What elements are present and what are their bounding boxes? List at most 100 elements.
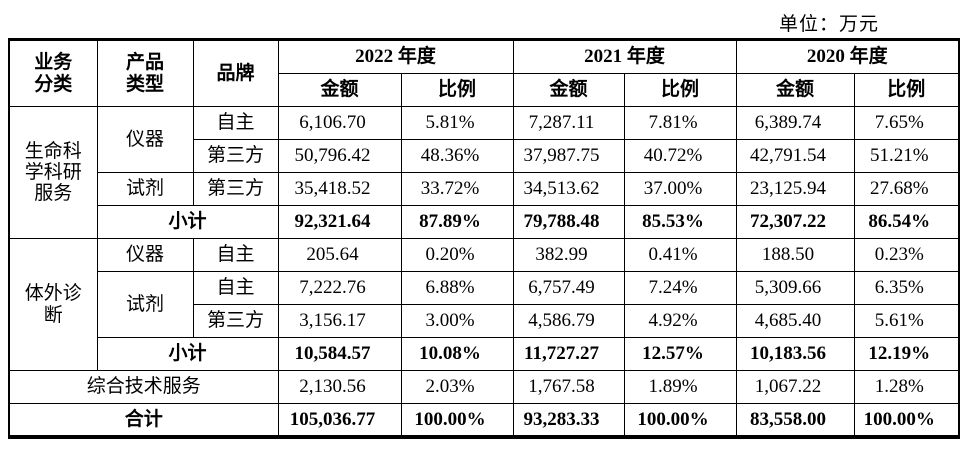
header-row-1: 业务 分类 产品 类型 品牌 2022 年度 2021 年度 2020 年度 [8,39,960,107]
cell-brand: 第三方 [192,172,279,206]
cell-2022-amount: 105,036.77 [277,403,402,437]
cell-brand: 第三方 [192,139,279,173]
cell-2021-amount: 79,788.48 [512,205,625,239]
cell-2020-amount: 188.50 [735,238,855,272]
table-row: 第三方 50,796.42 48.36% 37,987.75 40.72% 42… [9,139,960,173]
cell-2020-amount: 83,558.00 [735,403,855,437]
header-2022-amount: 金额 [277,73,402,107]
cell-2022-ratio: 100.00% [400,403,514,437]
cell-2020-ratio: 27.68% [853,172,960,206]
cell-2021-amount: 11,727.27 [512,337,625,371]
revenue-breakdown-table: 业务 分类 产品 类型 品牌 2022 年度 2021 年度 2020 年度 金… [8,38,961,439]
cell-2020-amount: 1,067.22 [735,370,855,404]
subtotal-row: 小计 10,584.57 10.08% 11,727.27 12.57% 10,… [9,337,960,371]
cell-2020-ratio: 1.28% [853,370,960,404]
cell-2021-ratio: 12.57% [623,337,737,371]
header-year-2022: 2022 年度 [277,39,514,74]
cell-2021-ratio: 7.81% [623,106,737,140]
cell-2021-ratio: 4.92% [623,304,737,338]
cell-2022-amount: 3,156.17 [277,304,402,338]
table-row: 第三方 3,156.17 3.00% 4,586.79 4.92% 4,685.… [9,304,960,338]
cell-2020-amount: 5,309.66 [735,271,855,305]
table-row: 生命科 学科研 服务 仪器 自主 6,106.70 5.81% 7,287.11… [8,106,960,239]
unit-label: 单位：万元 [779,14,880,35]
cell-2022-ratio: 3.00% [400,304,514,338]
cell-2021-ratio: 1.89% [623,370,737,404]
cell-2021-amount: 382.99 [512,238,625,272]
cell-2020-ratio: 5.61% [853,304,960,338]
header-2022-ratio: 比例 [400,73,514,107]
cell-2020-ratio: 0.23% [853,238,960,272]
cell-2022-amount: 10,584.57 [277,337,402,371]
cell-2022-ratio: 0.20% [400,238,514,272]
header-2021-amount: 金额 [512,73,625,107]
cell-category-life-science: 生命科 学科研 服务 [8,106,98,239]
table-row: 试剂 自主 7,222.76 6.88% 6,757.49 7.24% 5,30… [9,271,960,338]
cell-tech-services-label: 综合技术服务 [8,370,279,404]
header-year-2021: 2021 年度 [512,39,737,74]
cell-product-type: 试剂 [96,271,194,338]
cell-2022-ratio: 48.36% [400,139,514,173]
table-row: 体外诊 断 仪器 自主 205.64 0.20% 382.99 0.41% 18… [8,238,960,371]
cell-2020-ratio: 12.19% [853,337,960,371]
header-year-2020: 2020 年度 [735,39,960,74]
cell-total-label: 合计 [8,403,279,437]
cell-2021-amount: 7,287.11 [512,106,625,140]
header-brand: 品牌 [192,39,279,107]
cell-2020-amount: 4,685.40 [735,304,855,338]
header-2021-ratio: 比例 [623,73,737,107]
cell-product-type: 仪器 [96,106,194,173]
cell-2021-amount: 1,767.58 [512,370,625,404]
cell-2021-amount: 4,586.79 [512,304,625,338]
cell-2022-ratio: 5.81% [400,106,514,140]
cell-2021-ratio: 37.00% [623,172,737,206]
cell-2022-ratio: 2.03% [400,370,514,404]
header-2020-ratio: 比例 [853,73,960,107]
cell-2022-amount: 6,106.70 [277,106,402,140]
cell-2022-amount: 50,796.42 [277,139,402,173]
header-product-type: 产品 类型 [96,39,194,107]
cell-2021-amount: 93,283.33 [512,403,625,437]
cell-2020-amount: 10,183.56 [735,337,855,371]
cell-2021-ratio: 85.53% [623,205,737,239]
table-row: 综合技术服务 2,130.56 2.03% 1,767.58 1.89% 1,0… [8,370,960,404]
cell-brand: 自主 [192,271,279,305]
table-row: 试剂 第三方 35,418.52 33.72% 34,513.62 37.00%… [9,172,960,206]
cell-2020-amount: 42,791.54 [735,139,855,173]
cell-2022-amount: 205.64 [277,238,402,272]
cell-2020-ratio: 86.54% [853,205,960,239]
cell-2022-amount: 2,130.56 [277,370,402,404]
header-row-2: 金额 比例 金额 比例 金额 比例 [9,73,960,107]
cell-2022-amount: 7,222.76 [277,271,402,305]
header-2020-amount: 金额 [735,73,855,107]
cell-2022-ratio: 10.08% [400,337,514,371]
total-row: 合计 105,036.77 100.00% 93,283.33 100.00% … [8,403,960,437]
subtotal-row: 小计 92,321.64 87.89% 79,788.48 85.53% 72,… [9,205,960,239]
cell-2021-amount: 6,757.49 [512,271,625,305]
cell-2021-ratio: 40.72% [623,139,737,173]
cell-2020-ratio: 100.00% [853,403,960,437]
cell-subtotal-label: 小计 [96,205,279,239]
cell-2022-amount: 92,321.64 [277,205,402,239]
cell-2020-amount: 6,389.74 [735,106,855,140]
cell-brand: 第三方 [192,304,279,338]
cell-brand: 自主 [192,106,279,140]
cell-2020-ratio: 7.65% [853,106,960,140]
cell-2022-ratio: 87.89% [400,205,514,239]
cell-2021-amount: 34,513.62 [512,172,625,206]
cell-2022-ratio: 6.88% [400,271,514,305]
cell-2021-ratio: 0.41% [623,238,737,272]
cell-product-type: 仪器 [96,238,194,272]
cell-brand: 自主 [192,238,279,272]
cell-2020-ratio: 6.35% [853,271,960,305]
cell-2020-amount: 72,307.22 [735,205,855,239]
cell-subtotal-label: 小计 [96,337,279,371]
cell-2020-amount: 23,125.94 [735,172,855,206]
cell-2021-ratio: 100.00% [623,403,737,437]
cell-2021-amount: 37,987.75 [512,139,625,173]
cell-2022-ratio: 33.72% [400,172,514,206]
cell-2020-ratio: 51.21% [853,139,960,173]
header-business-category: 业务 分类 [8,39,98,107]
cell-category-ivd: 体外诊 断 [8,238,98,371]
cell-2021-ratio: 7.24% [623,271,737,305]
